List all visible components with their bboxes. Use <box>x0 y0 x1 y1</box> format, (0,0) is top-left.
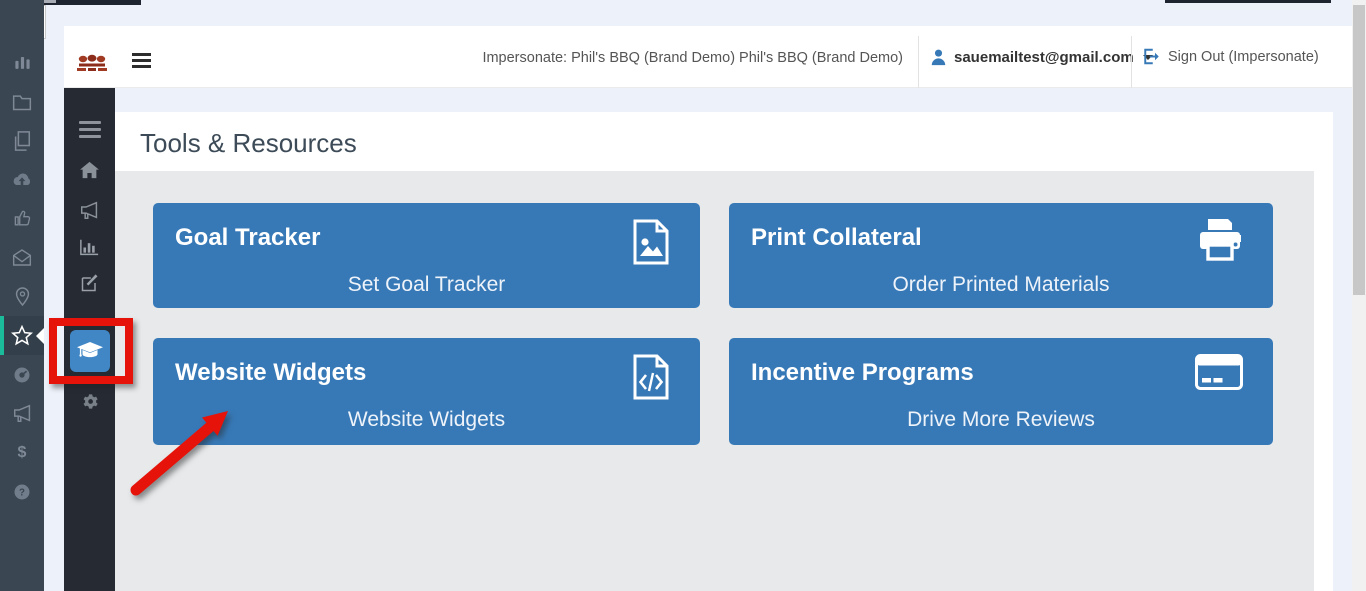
header-divider <box>918 36 919 88</box>
copy-pages-icon <box>12 130 32 152</box>
megaphone-icon <box>79 201 100 220</box>
active-item-caret <box>36 328 44 344</box>
map-pin-icon <box>14 286 31 307</box>
phils-bbq-logo <box>75 54 109 73</box>
card-title: Goal Tracker <box>175 224 321 251</box>
graduation-cap-icon <box>77 341 103 361</box>
page-scrollbar <box>1352 0 1366 591</box>
help-icon: ? <box>13 483 31 501</box>
sidebar-item-dashboard[interactable] <box>0 355 44 394</box>
bar-chart-icon <box>13 53 32 72</box>
primary-sidebar: $ ? <box>0 0 44 591</box>
graduation-cap-button[interactable] <box>70 330 110 372</box>
card-title: Print Collateral <box>751 224 922 251</box>
sidebar-item-folder[interactable] <box>0 82 44 121</box>
browser-top-line <box>1165 0 1331 3</box>
sign-out-icon <box>1143 48 1161 65</box>
printer-icon <box>1197 219 1243 261</box>
sidebar-item-locations[interactable] <box>0 277 44 316</box>
edit-icon <box>80 273 100 293</box>
user-email: sauemailtest@gmail.com <box>954 48 1134 66</box>
page-title: Tools & Resources <box>140 128 357 158</box>
incentive-programs-card[interactable]: Incentive Programs Drive More Reviews <box>729 338 1273 445</box>
sidebar-item-upload[interactable] <box>0 160 44 199</box>
dollar-icon: $ <box>17 443 27 461</box>
submenu-item-settings[interactable] <box>64 384 115 418</box>
gear-icon <box>80 392 99 411</box>
annotation-arrow <box>130 411 228 496</box>
sign-out-button[interactable]: Sign Out (Impersonate) <box>1143 48 1319 65</box>
active-item-accent <box>0 316 4 355</box>
submenu-item-campaigns[interactable] <box>64 193 115 227</box>
thumbs-up-icon <box>13 209 32 228</box>
sidebar-item-help[interactable]: ? <box>0 472 44 511</box>
sidebar-item-pages[interactable] <box>0 121 44 160</box>
card-title: Website Widgets <box>175 359 367 386</box>
scrollbar-thumb[interactable] <box>1353 5 1365 295</box>
home-icon <box>79 161 100 179</box>
card-subtitle: Set Goal Tracker <box>347 273 506 296</box>
card-subtitle: Drive More Reviews <box>907 408 1095 431</box>
envelope-open-icon <box>12 248 32 267</box>
bar-chart-icon <box>79 238 100 257</box>
cloud-upload-icon <box>11 171 33 188</box>
user-menu[interactable]: sauemailtest@gmail.com <box>930 48 1153 66</box>
website-widgets-card[interactable]: Website Widgets Website Widgets <box>153 338 700 445</box>
sidebar-item-stats[interactable] <box>0 43 44 82</box>
megaphone-icon <box>12 404 33 423</box>
submenu-item-home[interactable] <box>64 153 115 187</box>
folder-icon <box>12 93 32 111</box>
sidebar-item-campaigns[interactable] <box>0 394 44 433</box>
caret-down-icon <box>1142 54 1153 60</box>
sidebar-item-mail[interactable] <box>0 238 44 277</box>
gauge-icon <box>12 365 32 385</box>
file-image-icon <box>632 219 670 265</box>
sign-out-label: Sign Out (Impersonate) <box>1168 48 1319 65</box>
menu-icon[interactable] <box>132 53 151 68</box>
goal-tracker-card[interactable]: Goal Tracker Set Goal Tracker <box>153 203 700 308</box>
print-collateral-card[interactable]: Print Collateral Order Printed Materials <box>729 203 1273 308</box>
user-icon <box>930 48 947 66</box>
sidebar-item-reviews[interactable] <box>0 199 44 238</box>
annotation-highlight-box <box>49 318 133 384</box>
svg-text:?: ? <box>19 487 25 498</box>
header-divider <box>1131 36 1132 88</box>
credit-card-icon <box>1195 354 1243 390</box>
top-header: Impersonate: Phil's BBQ (Brand Demo) Phi… <box>64 26 1352 88</box>
card-subtitle: Website Widgets <box>347 408 506 431</box>
sidebar-item-billing[interactable]: $ <box>0 433 44 472</box>
submenu-item-reports[interactable] <box>64 230 115 264</box>
card-subtitle: Order Printed Materials <box>892 273 1110 296</box>
card-title: Incentive Programs <box>751 359 974 386</box>
menu-icon <box>78 120 101 138</box>
submenu-toggle[interactable] <box>64 112 115 146</box>
file-code-icon <box>632 354 670 400</box>
star-icon <box>11 325 33 346</box>
submenu-item-edit[interactable] <box>64 266 115 300</box>
impersonate-label: Impersonate: Phil's BBQ (Brand Demo) Phi… <box>482 50 903 66</box>
